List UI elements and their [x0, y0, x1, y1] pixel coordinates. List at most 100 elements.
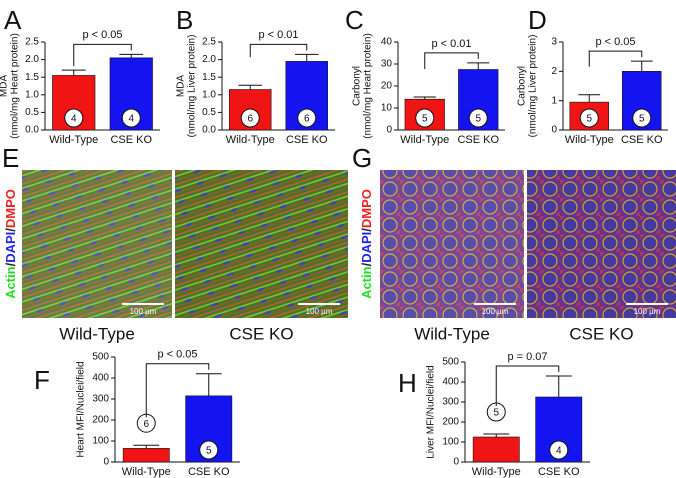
- y-tick-label: 0: [551, 125, 557, 136]
- scale-label: 100 µm: [482, 307, 509, 316]
- n-label: 6: [247, 114, 253, 125]
- y-tick-label: 10: [381, 103, 393, 114]
- y-axis-label: Carbonyl: [352, 66, 363, 106]
- n-circle: [199, 440, 219, 460]
- category-label: Wild-Type: [226, 134, 275, 146]
- p-value: p < 0.05: [157, 349, 197, 361]
- n-label: 4: [71, 114, 77, 125]
- y-tick-label: 1.5: [25, 72, 39, 83]
- n-label: 5: [493, 408, 499, 419]
- category-label: Wild-Type: [122, 466, 171, 478]
- y-axis-label: MDA: [0, 75, 10, 98]
- panel-letter: B: [176, 5, 193, 35]
- y-tick-label: 40: [381, 37, 393, 48]
- y-axis-label: (nmol/mg Liver protein): [528, 35, 539, 138]
- category-label: Wild-Type: [400, 134, 449, 146]
- significance-bracket: [249, 43, 308, 58]
- y-tick-label: 2.0: [25, 54, 39, 65]
- bar: [472, 436, 520, 463]
- n-circle: [415, 108, 435, 128]
- n-label: 4: [128, 114, 134, 125]
- scale-label: 100 µm: [634, 307, 661, 316]
- n-circle: [549, 440, 569, 460]
- y-axis-label: MDA: [176, 75, 187, 98]
- significance-bracket: [424, 52, 479, 69]
- p-value: p < 0.05: [82, 29, 122, 41]
- panel-letter: E: [2, 143, 19, 173]
- stain-part: Actin: [3, 266, 18, 299]
- significance-bracket: [73, 43, 132, 67]
- y-tick-label: 3: [551, 37, 557, 48]
- y-axis-label: Liver MFI/Nuclei/field: [426, 365, 437, 458]
- n-label: 4: [556, 446, 562, 457]
- micrograph: [175, 170, 348, 318]
- image-caption: Wild-Type: [414, 324, 490, 343]
- scale-label: 100 µm: [130, 307, 157, 316]
- image-caption: CSE KO: [569, 324, 633, 343]
- stain-part: /: [359, 262, 374, 266]
- y-tick-label: 2.5: [202, 37, 216, 48]
- y-tick-label: 0.5: [25, 107, 39, 118]
- n-label: 5: [475, 114, 481, 125]
- stain-part: DAPI: [359, 232, 374, 263]
- y-tick-label: 200: [92, 415, 109, 426]
- y-tick-label: 2.5: [25, 37, 39, 48]
- y-tick-label: 500: [92, 352, 109, 363]
- y-axis-label: Heart MFI/Nuclei/field: [76, 361, 87, 457]
- n-circle: [632, 108, 652, 128]
- stain-part: Actin: [359, 266, 374, 299]
- y-tick-label: 1.5: [202, 72, 216, 83]
- n-circle: [240, 108, 260, 128]
- panel-letter: G: [352, 143, 372, 173]
- p-value: p < 0.01: [431, 38, 471, 50]
- y-tick-label: 300: [92, 394, 109, 405]
- category-label: Wild-Type: [565, 134, 614, 146]
- y-tick-label: 300: [442, 397, 459, 408]
- category-label: CSE KO: [457, 134, 499, 146]
- y-tick-label: 0: [453, 457, 459, 468]
- panel-letter: D: [528, 5, 547, 35]
- y-tick-label: 20: [381, 81, 393, 92]
- n-label: 5: [586, 114, 592, 125]
- panel-letter: C: [345, 5, 364, 35]
- y-tick-label: 400: [92, 373, 109, 384]
- y-tick-label: 30: [381, 59, 393, 70]
- significance-bracket: [495, 365, 560, 406]
- stain-part: DAPI: [3, 232, 18, 263]
- y-tick-label: 2.0: [202, 54, 216, 65]
- y-tick-label: 100: [442, 437, 459, 448]
- p-value: p < 0.05: [595, 36, 635, 48]
- y-tick-label: 0: [386, 125, 392, 136]
- stain-part: /: [359, 228, 374, 232]
- p-value: p = 0.07: [507, 351, 547, 363]
- n-label: 5: [639, 114, 645, 125]
- n-circle: [64, 108, 84, 128]
- n-label: 6: [304, 114, 310, 125]
- n-circle: [468, 108, 488, 128]
- y-tick-label: 1: [551, 95, 557, 106]
- n-label: 5: [422, 114, 428, 125]
- category-label: CSE KO: [110, 134, 152, 146]
- y-tick-label: 0: [103, 457, 109, 468]
- panel-letter: A: [4, 5, 22, 35]
- n-circle: [121, 108, 141, 128]
- category-label: CSE KO: [621, 134, 663, 146]
- n-circle: [579, 108, 599, 128]
- micrograph: [527, 170, 676, 318]
- y-axis-label: Carbonyl: [517, 66, 528, 106]
- y-tick-label: 400: [442, 377, 459, 388]
- p-value: p < 0.01: [258, 29, 298, 41]
- image-caption: Wild-Type: [59, 324, 135, 343]
- y-tick-label: 0.5: [202, 107, 216, 118]
- panel-letter: H: [398, 368, 417, 398]
- category-label: Wild-Type: [472, 466, 521, 478]
- y-tick-label: 100: [92, 436, 109, 447]
- n-label: 6: [143, 419, 149, 430]
- scale-label: 100 µm: [306, 307, 333, 316]
- y-axis-label: (nmol/mg Heart protein): [10, 33, 21, 139]
- stain-label: Actin/DAPI/DMPO: [359, 189, 374, 299]
- bar: [122, 448, 170, 463]
- stain-part: DMPO: [3, 189, 18, 228]
- category-label: CSE KO: [538, 466, 580, 478]
